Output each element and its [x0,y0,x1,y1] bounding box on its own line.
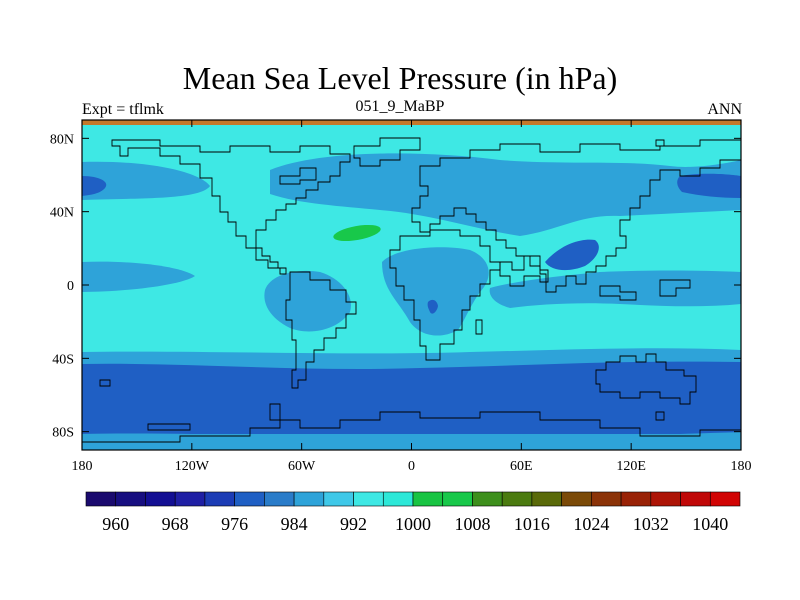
coast-madagascar [475,319,483,335]
colorbar-swatch [650,491,681,507]
colorbar-swatch [561,491,592,507]
coast-island-ne [655,139,665,147]
coast-arabia [499,255,549,287]
colorbar-label: 1024 [573,514,609,534]
colorbar-swatch [174,491,206,507]
colorbar-swatch [145,491,176,507]
y-tick-label: 40N [50,206,74,221]
coastlines [82,137,741,450]
x-axis: 180 120W 60W 0 60E 120E 180 [72,120,752,474]
coast-hudson [279,167,317,185]
y-tick-label: 40S [52,352,74,367]
colorbar-swatch [293,491,325,507]
field-n-pacific-low-w [82,176,107,196]
colorbar-swatch [442,491,473,507]
time-label: 051_9_MaBP [355,98,445,115]
colorbar-swatch [115,491,146,507]
x-tick-label: 60W [288,459,316,474]
coast-greenland [353,137,421,167]
colorbar-swatch [353,491,384,507]
colorbar-swatch [531,491,562,507]
field-n-pacific-band-w [82,161,210,200]
colorbar-label: 968 [162,514,189,534]
x-tick-label: 0 [408,459,415,474]
field-antarctic-margin [82,434,741,450]
colorbar-swatch [620,491,652,507]
coast-south-america [285,271,357,389]
colorbar-label: 1016 [514,514,550,534]
coast-antarctic-peninsula [269,403,281,421]
coast-ross-island [147,423,191,431]
field-southern-low [82,361,741,439]
colorbar-label: 992 [340,514,367,534]
colorbar: 960 968 976 984 992 1000 1008 1016 1024 1032 1040 [85,491,741,534]
pressure-field [82,120,741,450]
field-africa-core [427,299,438,314]
coast-island-sw [99,379,111,387]
x-tick-label: 120E [616,459,646,474]
colorbar-swatch [709,491,741,507]
colorbar-swatch [234,491,265,507]
colorbar-label: 1000 [395,514,431,534]
coast-new-zealand [655,411,665,421]
season-label: ANN [707,101,742,118]
colorbar-label: 1040 [692,514,728,534]
colorbar-swatch [85,491,117,507]
field-n-eurasia-band [270,153,741,236]
coast-indonesia [599,285,637,301]
coast-new-guinea [659,279,691,297]
colorbar-label: 1032 [633,514,669,534]
colorbar-swatch [264,491,295,507]
colorbar-label: 960 [102,514,129,534]
colorbar-label: 984 [281,514,308,534]
map-title: Mean Sea Level Pressure (in hPa) [182,60,618,96]
colorbar-label: 1008 [454,514,490,534]
field-asia-low [545,239,599,271]
x-tick-label: 120W [175,459,210,474]
colorbar-swatch [204,491,235,507]
coast-australia [595,353,697,405]
x-tick-label: 180 [731,459,752,474]
coast-antarctica [82,411,741,450]
y-axis: 80N 40N 0 40S 80S [50,132,741,441]
colorbar-swatch [472,491,503,507]
colorbar-swatch [680,491,711,507]
colorbar-swatch [501,491,533,507]
y-tick-label: 0 [67,279,74,294]
colorbar-label: 976 [221,514,248,534]
field-n-pacific-low-e [677,173,741,198]
x-tick-label: 60E [510,459,533,474]
field-eq-band-w [82,261,195,292]
colorbar-swatch [412,491,444,507]
field-atlantic-high [333,224,381,242]
colorbar-swatch [591,491,622,507]
experiment-label: Expt = tflmk [82,101,164,118]
coast-north-america [111,139,351,249]
y-tick-label: 80S [52,426,74,441]
y-tick-label: 80N [50,132,74,147]
colorbar-swatch [382,491,414,507]
coast-central-america [255,247,287,275]
x-tick-label: 180 [72,459,93,474]
colorbar-swatch [323,491,354,507]
coast-africa [389,229,501,361]
